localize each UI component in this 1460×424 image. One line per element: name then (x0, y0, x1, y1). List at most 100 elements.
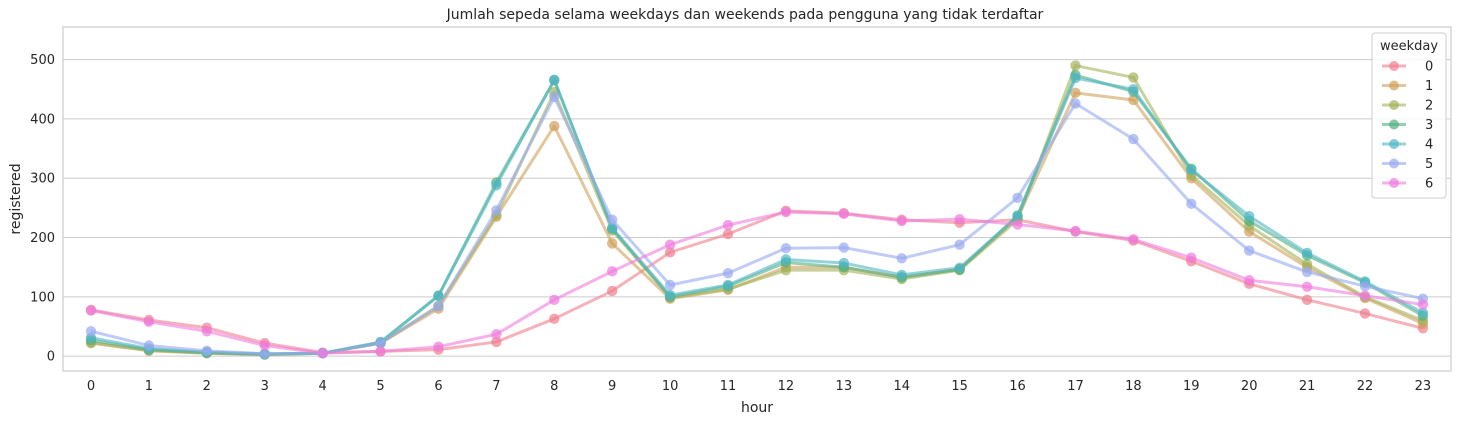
data-point (896, 269, 907, 281)
data-point (317, 348, 328, 359)
x-tick-label: 6 (434, 379, 442, 394)
data-point (1070, 72, 1081, 84)
legend-item: 6 (1382, 177, 1433, 192)
data-point (201, 345, 213, 357)
data-point (780, 254, 792, 265)
legend-label: 1 (1425, 79, 1433, 94)
data-point (1012, 192, 1023, 204)
legend-label: 6 (1425, 177, 1433, 192)
legend-marker (1389, 80, 1399, 91)
data-point (433, 290, 444, 301)
legend-label: 4 (1425, 138, 1433, 153)
data-point (491, 336, 502, 348)
y-tick-label: 500 (30, 53, 55, 68)
x-tick-label: 1 (145, 379, 153, 394)
data-point (1128, 234, 1139, 245)
data-point (1359, 290, 1371, 301)
data-point (1244, 211, 1255, 222)
data-point (143, 316, 155, 327)
data-point (259, 348, 270, 359)
legend-item: 3 (1382, 118, 1433, 133)
data-point (606, 238, 618, 249)
data-point (954, 213, 965, 225)
data-point (954, 239, 965, 250)
data-point (664, 247, 676, 258)
data-point (491, 180, 502, 191)
data-point (1128, 133, 1139, 145)
data-point (491, 205, 502, 216)
legend-label: 3 (1425, 118, 1433, 133)
x-tick-label: 5 (376, 379, 384, 394)
x-tick-label: 9 (608, 379, 616, 394)
data-point (1070, 60, 1081, 71)
legend-label: 0 (1425, 60, 1433, 75)
data-point (896, 253, 907, 264)
data-point (549, 91, 560, 103)
legend-item: 2 (1382, 99, 1433, 114)
legend-marker (1389, 158, 1399, 169)
plot-frame (62, 26, 1452, 372)
x-tick-label: 7 (492, 379, 500, 394)
x-tick-label: 19 (1183, 379, 1200, 394)
data-point (664, 279, 676, 291)
data-point (491, 329, 502, 340)
data-point (664, 289, 676, 301)
x-tick-label: 0 (87, 379, 95, 394)
data-point (1417, 299, 1429, 310)
data-point (722, 267, 734, 279)
series-layer (85, 60, 1429, 360)
x-tick-label: 20 (1241, 379, 1258, 394)
x-tick-label: 2 (203, 379, 211, 394)
x-tick-label: 14 (893, 379, 910, 394)
y-tick-label: 0 (47, 350, 55, 365)
data-point (1301, 294, 1313, 306)
data-point (780, 206, 792, 218)
legend: weekday 0 1 2 3 4 5 6 (1371, 32, 1447, 199)
data-point (606, 285, 618, 297)
legend-marker (1389, 61, 1399, 71)
legend-item: 1 (1382, 79, 1433, 94)
data-point (85, 326, 97, 337)
data-point (722, 279, 734, 291)
y-axis-title: registered (8, 163, 24, 234)
data-point (838, 208, 850, 220)
data-point (954, 262, 965, 273)
legend-title: weekday (1380, 39, 1438, 54)
data-point (375, 337, 386, 349)
legend-item: 4 (1382, 138, 1433, 153)
data-point (549, 74, 560, 85)
data-point (1070, 225, 1081, 237)
x-tick-label: 15 (951, 379, 968, 394)
y-tick-labels: 0 100 200 300 400 500 (30, 53, 55, 365)
x-tick-label: 16 (1009, 379, 1026, 394)
x-tick-label: 23 (1415, 379, 1432, 394)
data-point (1417, 307, 1429, 319)
x-tick-label: 22 (1357, 379, 1374, 394)
legend-item: 0 (1382, 60, 1433, 75)
data-point (375, 346, 386, 357)
data-point (433, 341, 444, 352)
series-line (90, 210, 1424, 355)
data-point (838, 242, 850, 253)
data-point (1301, 281, 1313, 292)
data-point (85, 305, 97, 316)
series-6 (85, 206, 1429, 359)
legend-label: 2 (1425, 99, 1433, 114)
data-point (1186, 198, 1197, 209)
legend-marker (1389, 178, 1399, 188)
data-point (143, 340, 155, 351)
data-point (780, 243, 792, 254)
data-point (1128, 84, 1139, 95)
data-point (1012, 211, 1023, 222)
data-point (722, 228, 734, 240)
legend-label: 5 (1425, 157, 1433, 172)
grid-lines (63, 59, 1451, 357)
data-point (201, 326, 213, 337)
data-point (549, 120, 560, 132)
data-point (259, 340, 270, 351)
legend-marker (1389, 100, 1399, 110)
data-point (549, 294, 560, 306)
x-tick-label: 13 (836, 379, 853, 394)
data-point (780, 264, 792, 276)
